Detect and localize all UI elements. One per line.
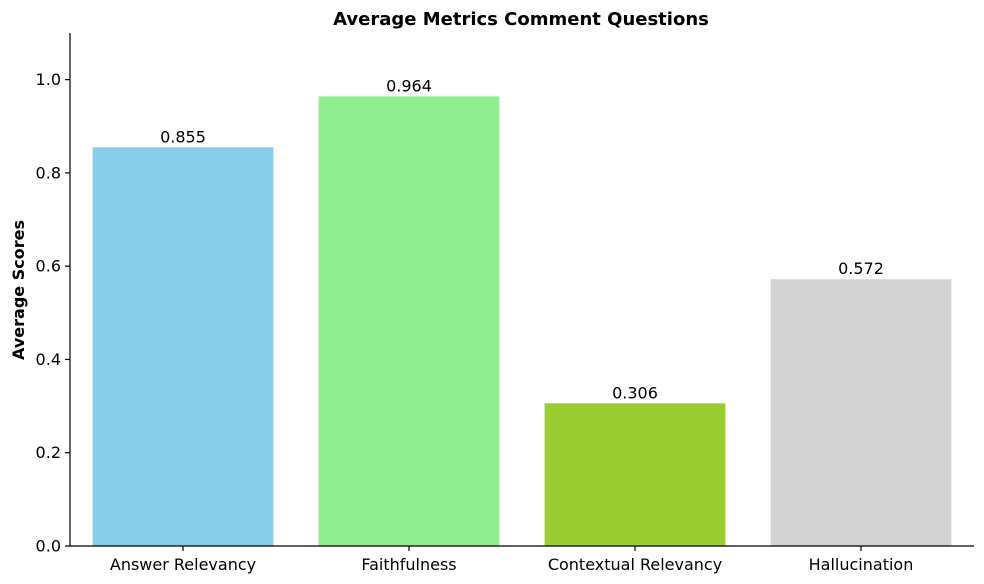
y-tick-label: 0.0 [36,537,61,556]
chart-title: Average Metrics Comment Questions [333,9,709,30]
data-label: 0.306 [612,383,658,402]
y-tick-label: 0.4 [36,350,61,369]
bar-hallucination [770,279,952,546]
x-tick-label: Answer Relevancy [110,555,256,574]
bar-contextual-relevancy [544,403,726,546]
x-tick-label: Faithfulness [361,555,456,574]
y-tick-label: 1.0 [36,70,61,89]
data-label: 0.572 [838,259,884,278]
bar-answer-relevancy [92,147,274,546]
y-axis-label: Average Scores [9,220,28,360]
data-label: 0.855 [160,127,206,146]
y-tick-label: 0.6 [36,257,61,276]
bar-faithfulness [318,96,500,547]
y-tick-label: 0.2 [36,443,61,462]
plot-area: 0.855 Answer Relevancy 0.964 Faithfulness 0.… [36,33,974,574]
data-label: 0.964 [386,76,432,95]
x-tick-label: Hallucination [809,555,914,574]
y-tick-label: 0.8 [36,163,61,182]
x-tick-label: Contextual Relevancy [548,555,722,574]
